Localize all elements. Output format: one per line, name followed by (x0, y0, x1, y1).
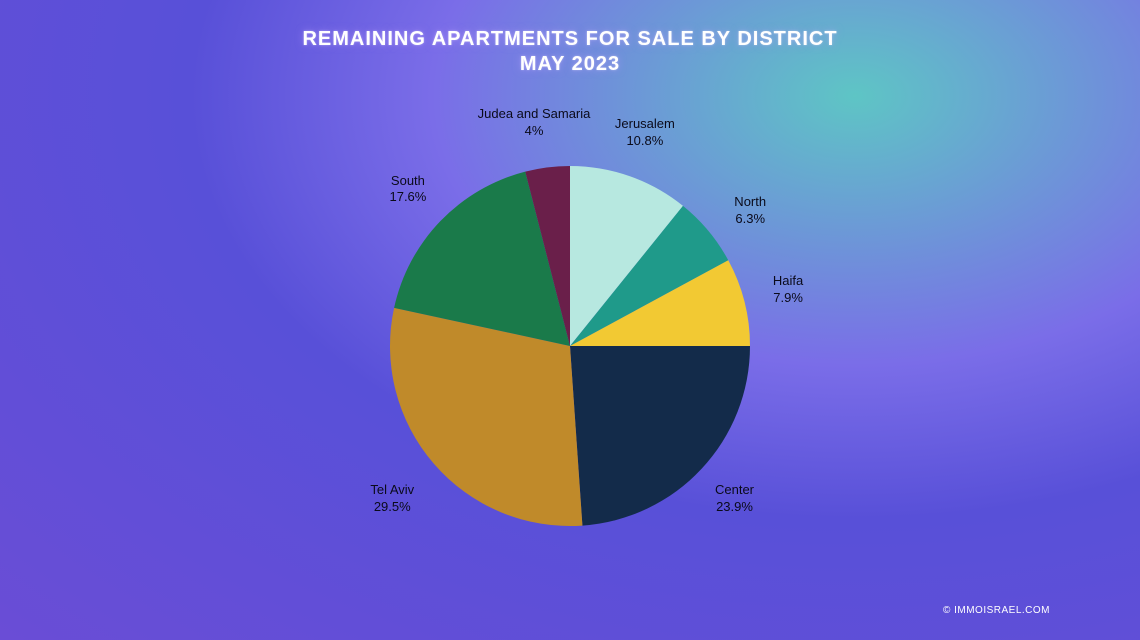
slice-name: Jerusalem (615, 117, 675, 134)
slice-name: North (734, 194, 766, 211)
pie-label-jerusalem: Jerusalem10.8% (615, 117, 675, 151)
slice-name: Tel Aviv (370, 482, 414, 499)
slice-name: Haifa (773, 273, 803, 290)
slice-percent: 10.8% (615, 133, 675, 150)
slice-name: South (389, 173, 426, 190)
chart-title: REMAINING APARTMENTS FOR SALE BY DISTRIC… (0, 0, 1140, 76)
slice-percent: 4% (478, 123, 591, 140)
copyright: © IMMOISRAEL.COM (943, 605, 1050, 616)
slice-percent: 29.5% (370, 499, 414, 516)
slice-name: Center (715, 482, 754, 499)
pie-label-tel-aviv: Tel Aviv29.5% (370, 482, 414, 516)
pie-label-center: Center23.9% (715, 482, 754, 516)
slice-percent: 6.3% (734, 211, 766, 228)
title-line-1: REMAINING APARTMENTS FOR SALE BY DISTRIC… (0, 28, 1140, 51)
pie-svg (320, 96, 820, 596)
pie-label-haifa: Haifa7.9% (773, 273, 803, 307)
pie-label-north: North6.3% (734, 194, 766, 228)
pie-chart: Jerusalem10.8% North6.3% Haifa7.9% Center23… (220, 96, 920, 596)
title-line-2: MAY 2023 (0, 53, 1140, 76)
pie-label-south: South17.6% (389, 173, 426, 207)
slice-percent: 7.9% (773, 290, 803, 307)
slice-percent: 17.6% (389, 190, 426, 207)
slice-name: Judea and Samaria (478, 107, 591, 124)
slice-percent: 23.9% (715, 499, 754, 516)
pie-label-judea-and-samaria: Judea and Samaria4% (478, 107, 591, 141)
